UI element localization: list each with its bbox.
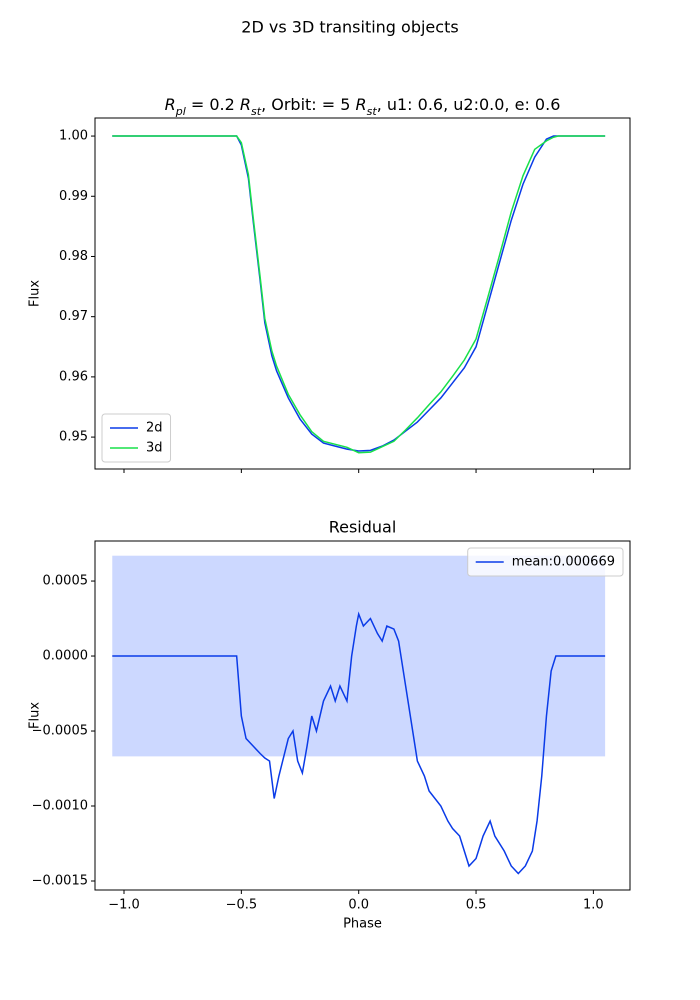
series-line [112,611,606,875]
y-axis-label: Flux [28,702,43,729]
y-tick-label: 0.95 [59,430,88,445]
x-tick-label: 0.0 [348,898,369,913]
x-tick-label: −0.5 [226,898,258,913]
y-axis-label: Flux [28,280,43,307]
y-tick-label: 0.98 [59,249,88,264]
title-part: pl [175,105,186,118]
y-tick-label: 0.0005 [43,574,89,589]
title-part: , u1: 0.6, u2:0.0, e: 0.6 [377,95,561,114]
legend-label: 2d [146,421,163,436]
y-tick-label: −0.0015 [32,874,88,889]
series-line [112,135,606,454]
title-part: st [251,105,262,118]
figure-title: 2D vs 3D transiting objects [241,18,458,37]
y-tick-label: 0.96 [59,369,88,384]
legend-box [467,547,624,577]
y-tick-label: −0.0005 [32,724,88,739]
y-tick-label: 0.99 [59,189,88,204]
axes-frame [94,540,631,891]
title-part: st [367,105,378,118]
y-tick-label: 1.00 [59,129,88,144]
title-part: R [165,95,176,114]
y-tick-label: 0.0000 [43,649,89,664]
x-tick-label: 1.0 [583,898,604,913]
chart-title: Rpl = 0.2 Rst, Orbit: = 5 Rst, u1: 0.6, … [165,95,561,118]
x-tick-label: −1.0 [108,898,140,913]
title-part: , Orbit: = 5 [261,95,355,114]
x-axis-label: Phase [343,917,382,932]
axes-frame [94,117,631,470]
title-part: = 0.2 [186,95,240,114]
y-tick-label: −0.0010 [32,799,88,814]
title-part: R [240,95,251,114]
title-part: R [356,95,367,114]
chart-title: Residual [329,518,397,537]
legend-label: 3d [146,441,163,456]
legend-box [101,413,172,463]
y-tick-label: 0.97 [59,309,88,324]
x-tick-label: 0.5 [466,898,487,913]
legend-label: mean:0.000669 [512,555,615,570]
legend: mean:0.000669 [467,547,624,577]
